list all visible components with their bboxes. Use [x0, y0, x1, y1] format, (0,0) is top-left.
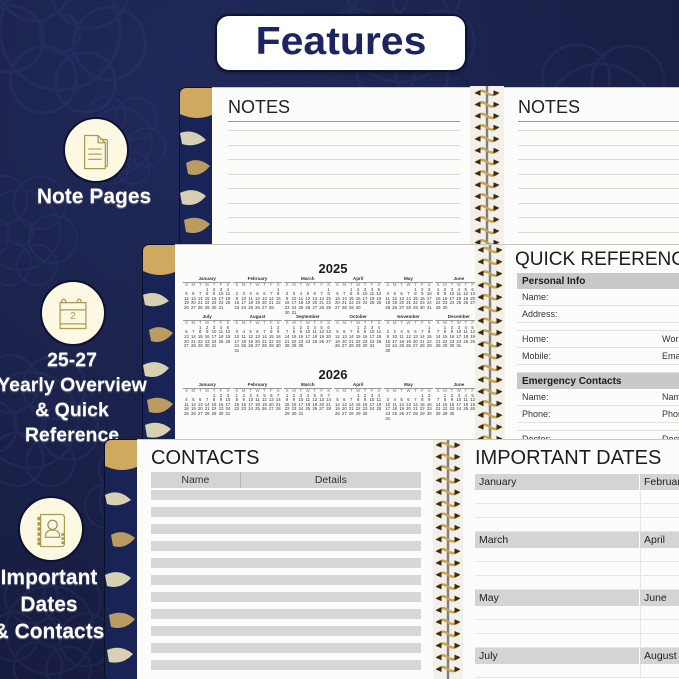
svg-text:2: 2 — [70, 311, 76, 322]
